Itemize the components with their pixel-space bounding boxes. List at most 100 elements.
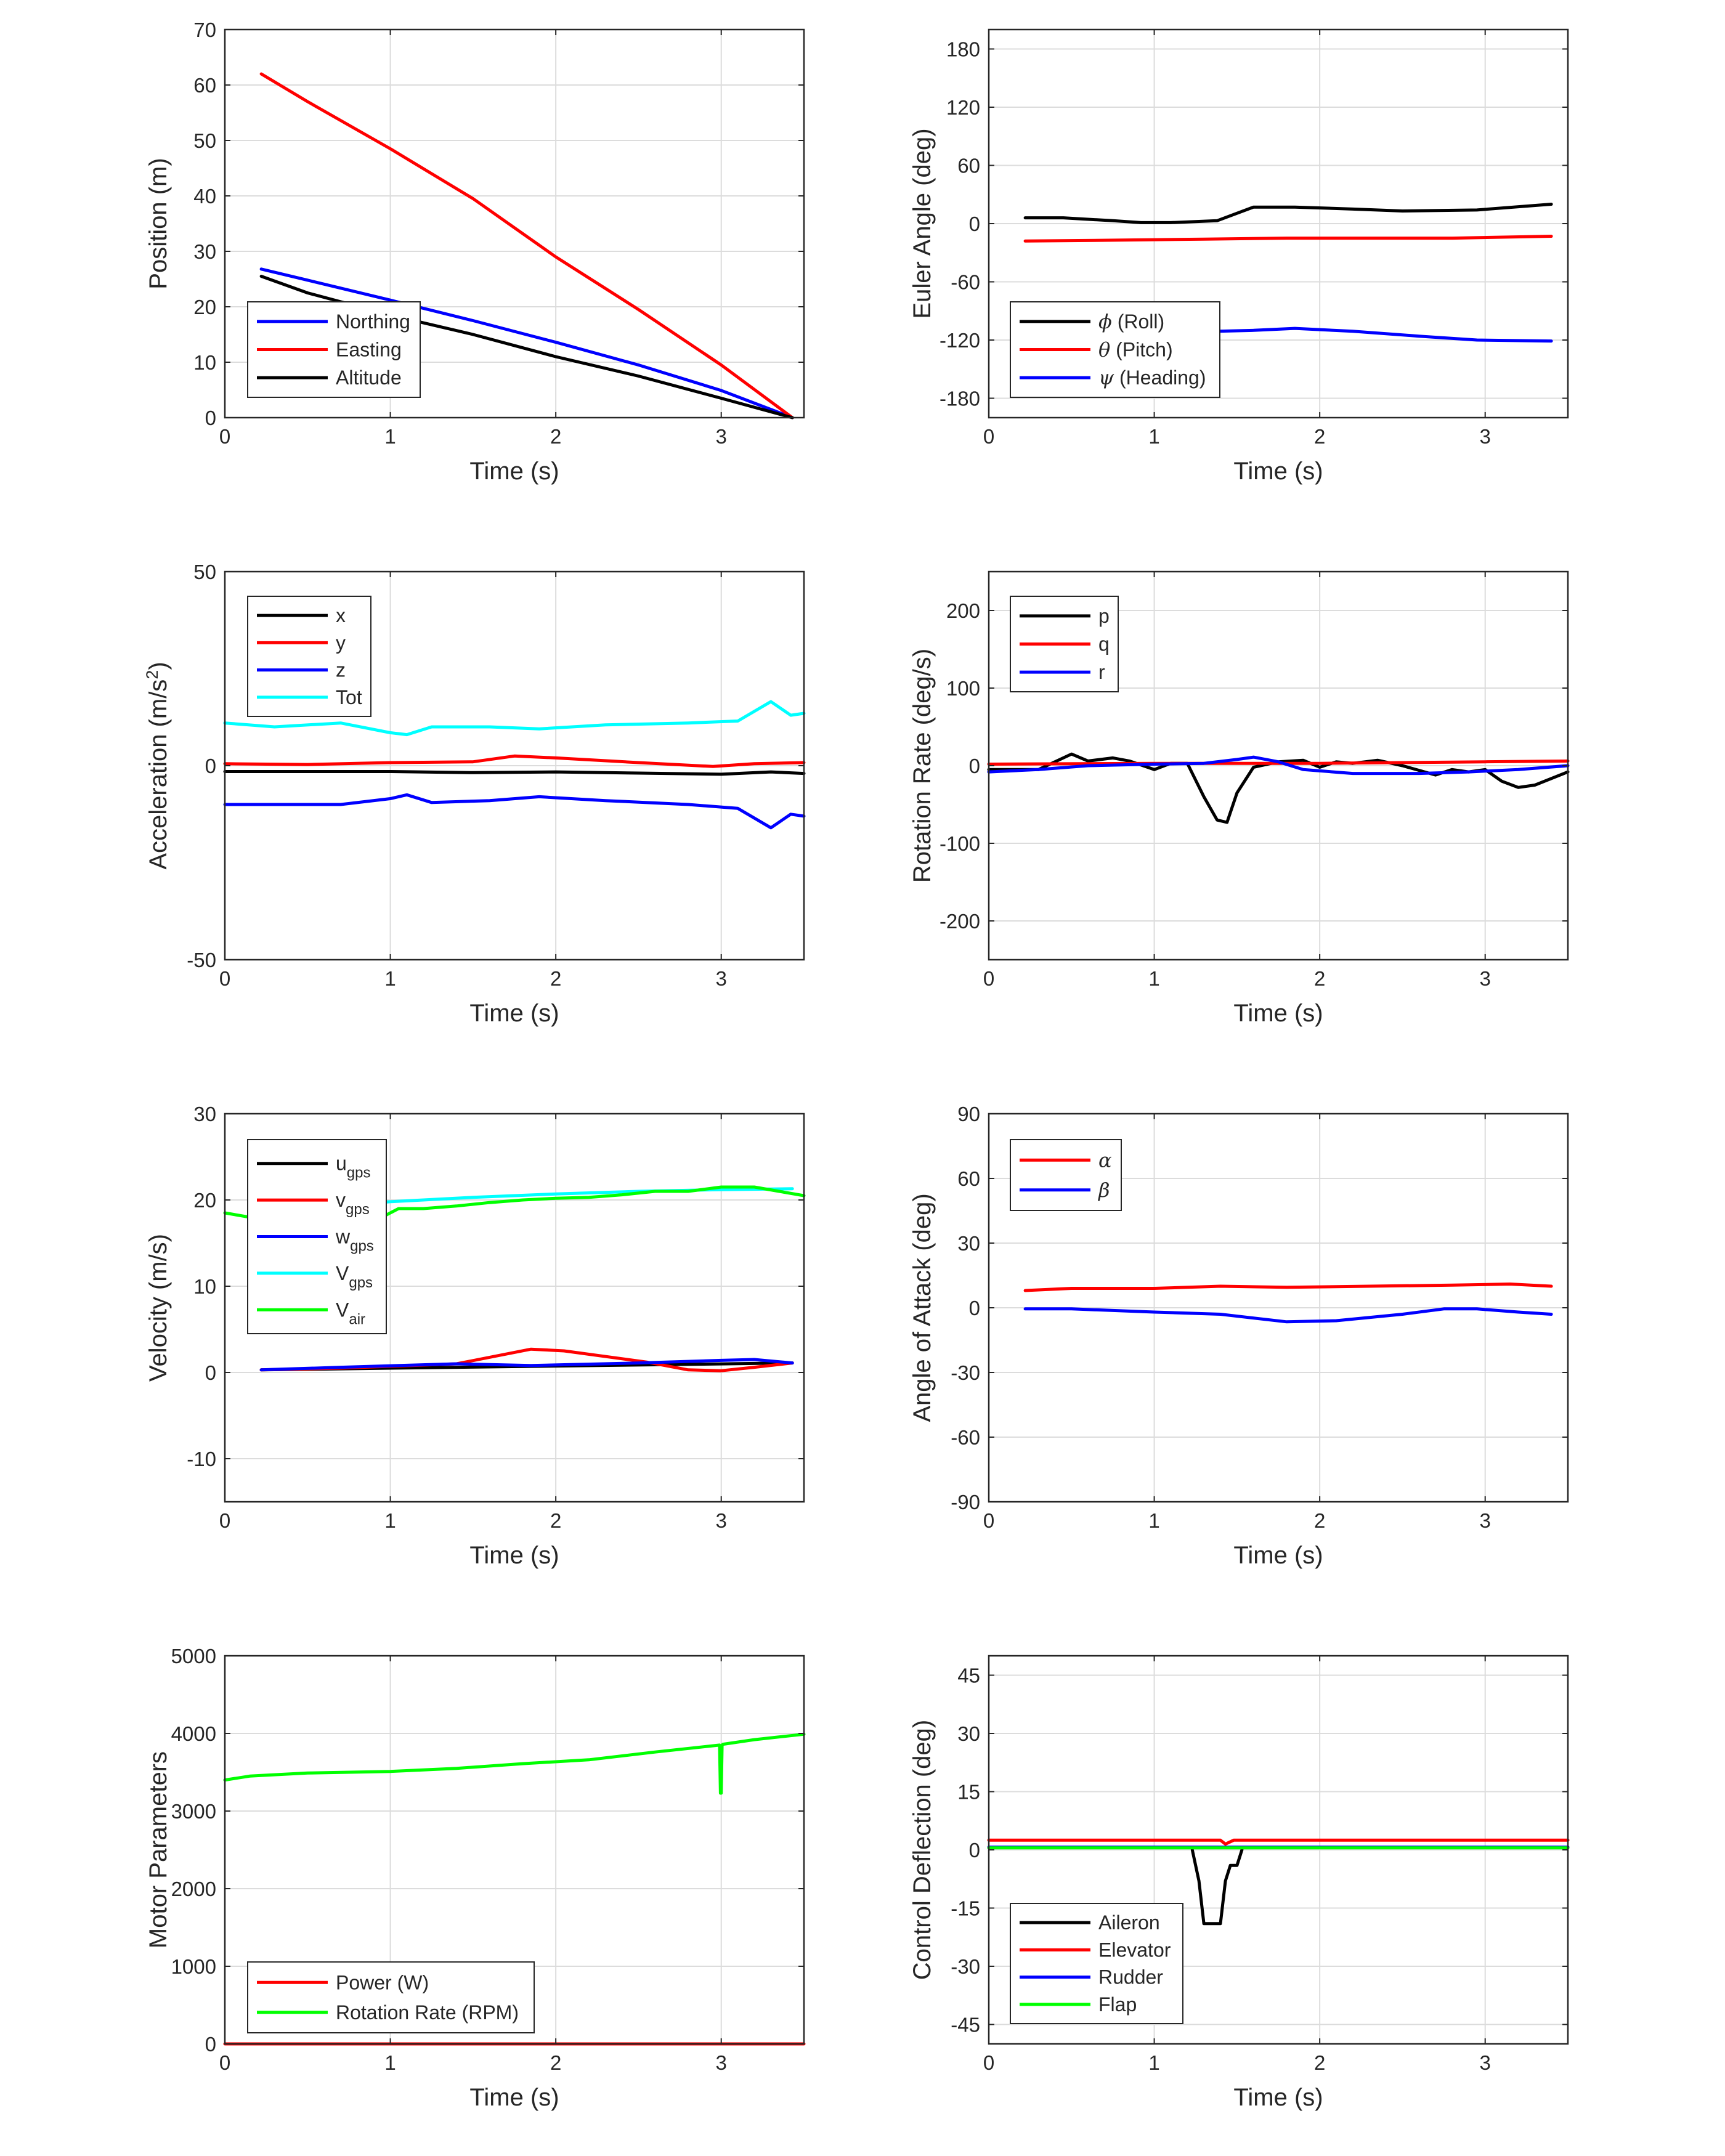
legend-label: x bbox=[336, 604, 346, 626]
legend-label: Power (W) bbox=[336, 1971, 429, 1993]
x-tick-label: 0 bbox=[219, 425, 230, 448]
legend-label: Elevator bbox=[1098, 1939, 1171, 1961]
legend-label: y bbox=[336, 631, 346, 654]
legend-label: Altitude bbox=[336, 367, 402, 389]
series-line--roll- bbox=[1023, 203, 1553, 224]
y-axis-label: Angle of Attack (deg) bbox=[909, 1193, 936, 1422]
y-tick-label: 0 bbox=[205, 407, 216, 429]
y-tick-label: 30 bbox=[957, 1232, 980, 1255]
y-tick-label: -100 bbox=[940, 832, 980, 855]
y-tick-label: -200 bbox=[940, 910, 980, 933]
legend-label: Northing bbox=[336, 310, 410, 333]
series-line--heading- bbox=[1216, 326, 1553, 343]
y-axis-label: Velocity (m/s) bbox=[145, 1234, 172, 1382]
y-tick-label: 30 bbox=[193, 240, 216, 263]
y-tick-label: 1000 bbox=[171, 1955, 216, 1978]
y-tick-label: 0 bbox=[205, 2033, 216, 2056]
legend-label: Easting bbox=[336, 339, 402, 361]
x-tick-label: 1 bbox=[1148, 2051, 1159, 2074]
legend-label: Aileron bbox=[1098, 1911, 1160, 1934]
series-line-y bbox=[223, 754, 806, 768]
x-tick-label: 1 bbox=[384, 967, 396, 990]
series-line-- bbox=[1023, 1283, 1553, 1292]
x-tick-label: 2 bbox=[1314, 1509, 1325, 1532]
legend: Northing Easting Altitude bbox=[247, 301, 421, 398]
x-axis-label: Time (s) bbox=[469, 1542, 559, 1569]
x-axis-label: Time (s) bbox=[1233, 458, 1323, 485]
x-tick-label: 3 bbox=[716, 1509, 727, 1532]
legend: xyz Tot bbox=[247, 596, 371, 717]
y-axis-label: Position (m) bbox=[145, 158, 172, 289]
series-line-w-gps bbox=[259, 1358, 794, 1372]
x-axis-label: Time (s) bbox=[469, 458, 559, 485]
x-tick-label: 1 bbox=[1148, 425, 1159, 448]
series-line-rotation-rate-rpm- bbox=[223, 1732, 806, 1795]
legend: ϕ (Roll) θ (Pitch) ψ (Heading) bbox=[1010, 301, 1220, 398]
legend: Aileron Elevator Rudder Flap bbox=[1010, 1903, 1183, 2024]
y-tick-label: 30 bbox=[957, 1722, 980, 1745]
x-axis-label: Time (s) bbox=[1233, 2084, 1323, 2111]
chart-panel-5: 0 1 2 3 -10 0 10 20 30 Time (s) Velocity (m/s) ugps… bbox=[145, 1103, 806, 1569]
y-tick-label: -60 bbox=[951, 271, 980, 294]
chart-panel-8: 0 1 2 3 -45 -30 -15 0 15 30 45 Time (s) Control Defl… bbox=[909, 1655, 1570, 2111]
y-tick-label: -60 bbox=[951, 1426, 980, 1449]
series-line-z bbox=[223, 793, 806, 830]
y-tick-label: 60 bbox=[957, 1167, 980, 1190]
chart-panel-2: 0 1 2 3 -180 -120 -60 0 60 120 180 Time (s) Euler An… bbox=[909, 28, 1569, 485]
y-tick-label: 120 bbox=[946, 96, 980, 119]
legend-label: Tot bbox=[336, 686, 362, 708]
y-tick-label: 2000 bbox=[171, 1878, 216, 1900]
series-line--pitch- bbox=[1023, 235, 1553, 243]
x-tick-label: 2 bbox=[1314, 425, 1325, 448]
y-axis-label: Acceleration (m/s2) bbox=[143, 662, 172, 869]
y-tick-label: 50 bbox=[193, 129, 216, 152]
x-tick-label: 0 bbox=[983, 967, 994, 990]
legend: pqr bbox=[1010, 596, 1119, 692]
x-tick-label: 3 bbox=[1480, 967, 1491, 990]
y-tick-label: -15 bbox=[951, 1897, 980, 1920]
legend: αβ bbox=[1010, 1139, 1122, 1211]
legend-label: q bbox=[1098, 633, 1110, 655]
legend-box bbox=[1010, 1139, 1122, 1211]
x-tick-label: 2 bbox=[550, 2051, 561, 2074]
legend-label: Rotation Rate (RPM) bbox=[336, 2001, 519, 2024]
legend-label: wgps bbox=[335, 1226, 374, 1255]
y-tick-label: 10 bbox=[193, 1275, 216, 1298]
series-line-q bbox=[987, 759, 1570, 766]
x-axis-label: Time (s) bbox=[1233, 1542, 1323, 1569]
legend-label: Flap bbox=[1098, 1993, 1137, 2016]
y-tick-label: 10 bbox=[193, 351, 216, 374]
y-tick-label: 0 bbox=[969, 1839, 980, 1862]
axes-frame bbox=[224, 28, 805, 419]
x-axis-label: Time (s) bbox=[469, 1000, 559, 1027]
x-axis-label: Time (s) bbox=[1233, 1000, 1323, 1027]
legend-label: r bbox=[1098, 661, 1105, 683]
y-tick-label: 15 bbox=[957, 1781, 980, 1804]
y-tick-label: 0 bbox=[969, 755, 980, 777]
y-tick-label: 20 bbox=[193, 296, 216, 318]
x-tick-label: 0 bbox=[983, 425, 994, 448]
x-tick-label: 2 bbox=[550, 425, 561, 448]
y-tick-label: -90 bbox=[951, 1491, 980, 1514]
x-tick-label: 3 bbox=[716, 2051, 727, 2074]
legend: Power (W) Rotation Rate (RPM) bbox=[247, 1961, 535, 2033]
x-tick-label: 0 bbox=[983, 1509, 994, 1532]
legend-label: Vgps bbox=[336, 1262, 373, 1291]
y-tick-label: 3000 bbox=[171, 1800, 216, 1823]
x-tick-label: 2 bbox=[1314, 967, 1325, 990]
legend-label: α bbox=[1098, 1148, 1112, 1172]
y-tick-label: 0 bbox=[205, 755, 216, 777]
y-tick-label: 0 bbox=[969, 1297, 980, 1319]
y-tick-label: 5000 bbox=[171, 1645, 216, 1668]
axes-frame bbox=[224, 1112, 805, 1503]
legend-label: Vair bbox=[336, 1299, 365, 1327]
x-tick-label: 0 bbox=[983, 2051, 994, 2074]
legend-box bbox=[247, 1961, 535, 2033]
legend-label: ϕ (Roll) bbox=[1098, 310, 1164, 333]
series-line-elevator bbox=[987, 1838, 1570, 1846]
legend: ugps vgps wgps Vgps Vair bbox=[247, 1139, 387, 1334]
series-line-aileron bbox=[1190, 1848, 1244, 1926]
x-axis-label: Time (s) bbox=[469, 2084, 559, 2111]
y-tick-label: -30 bbox=[951, 1361, 980, 1384]
